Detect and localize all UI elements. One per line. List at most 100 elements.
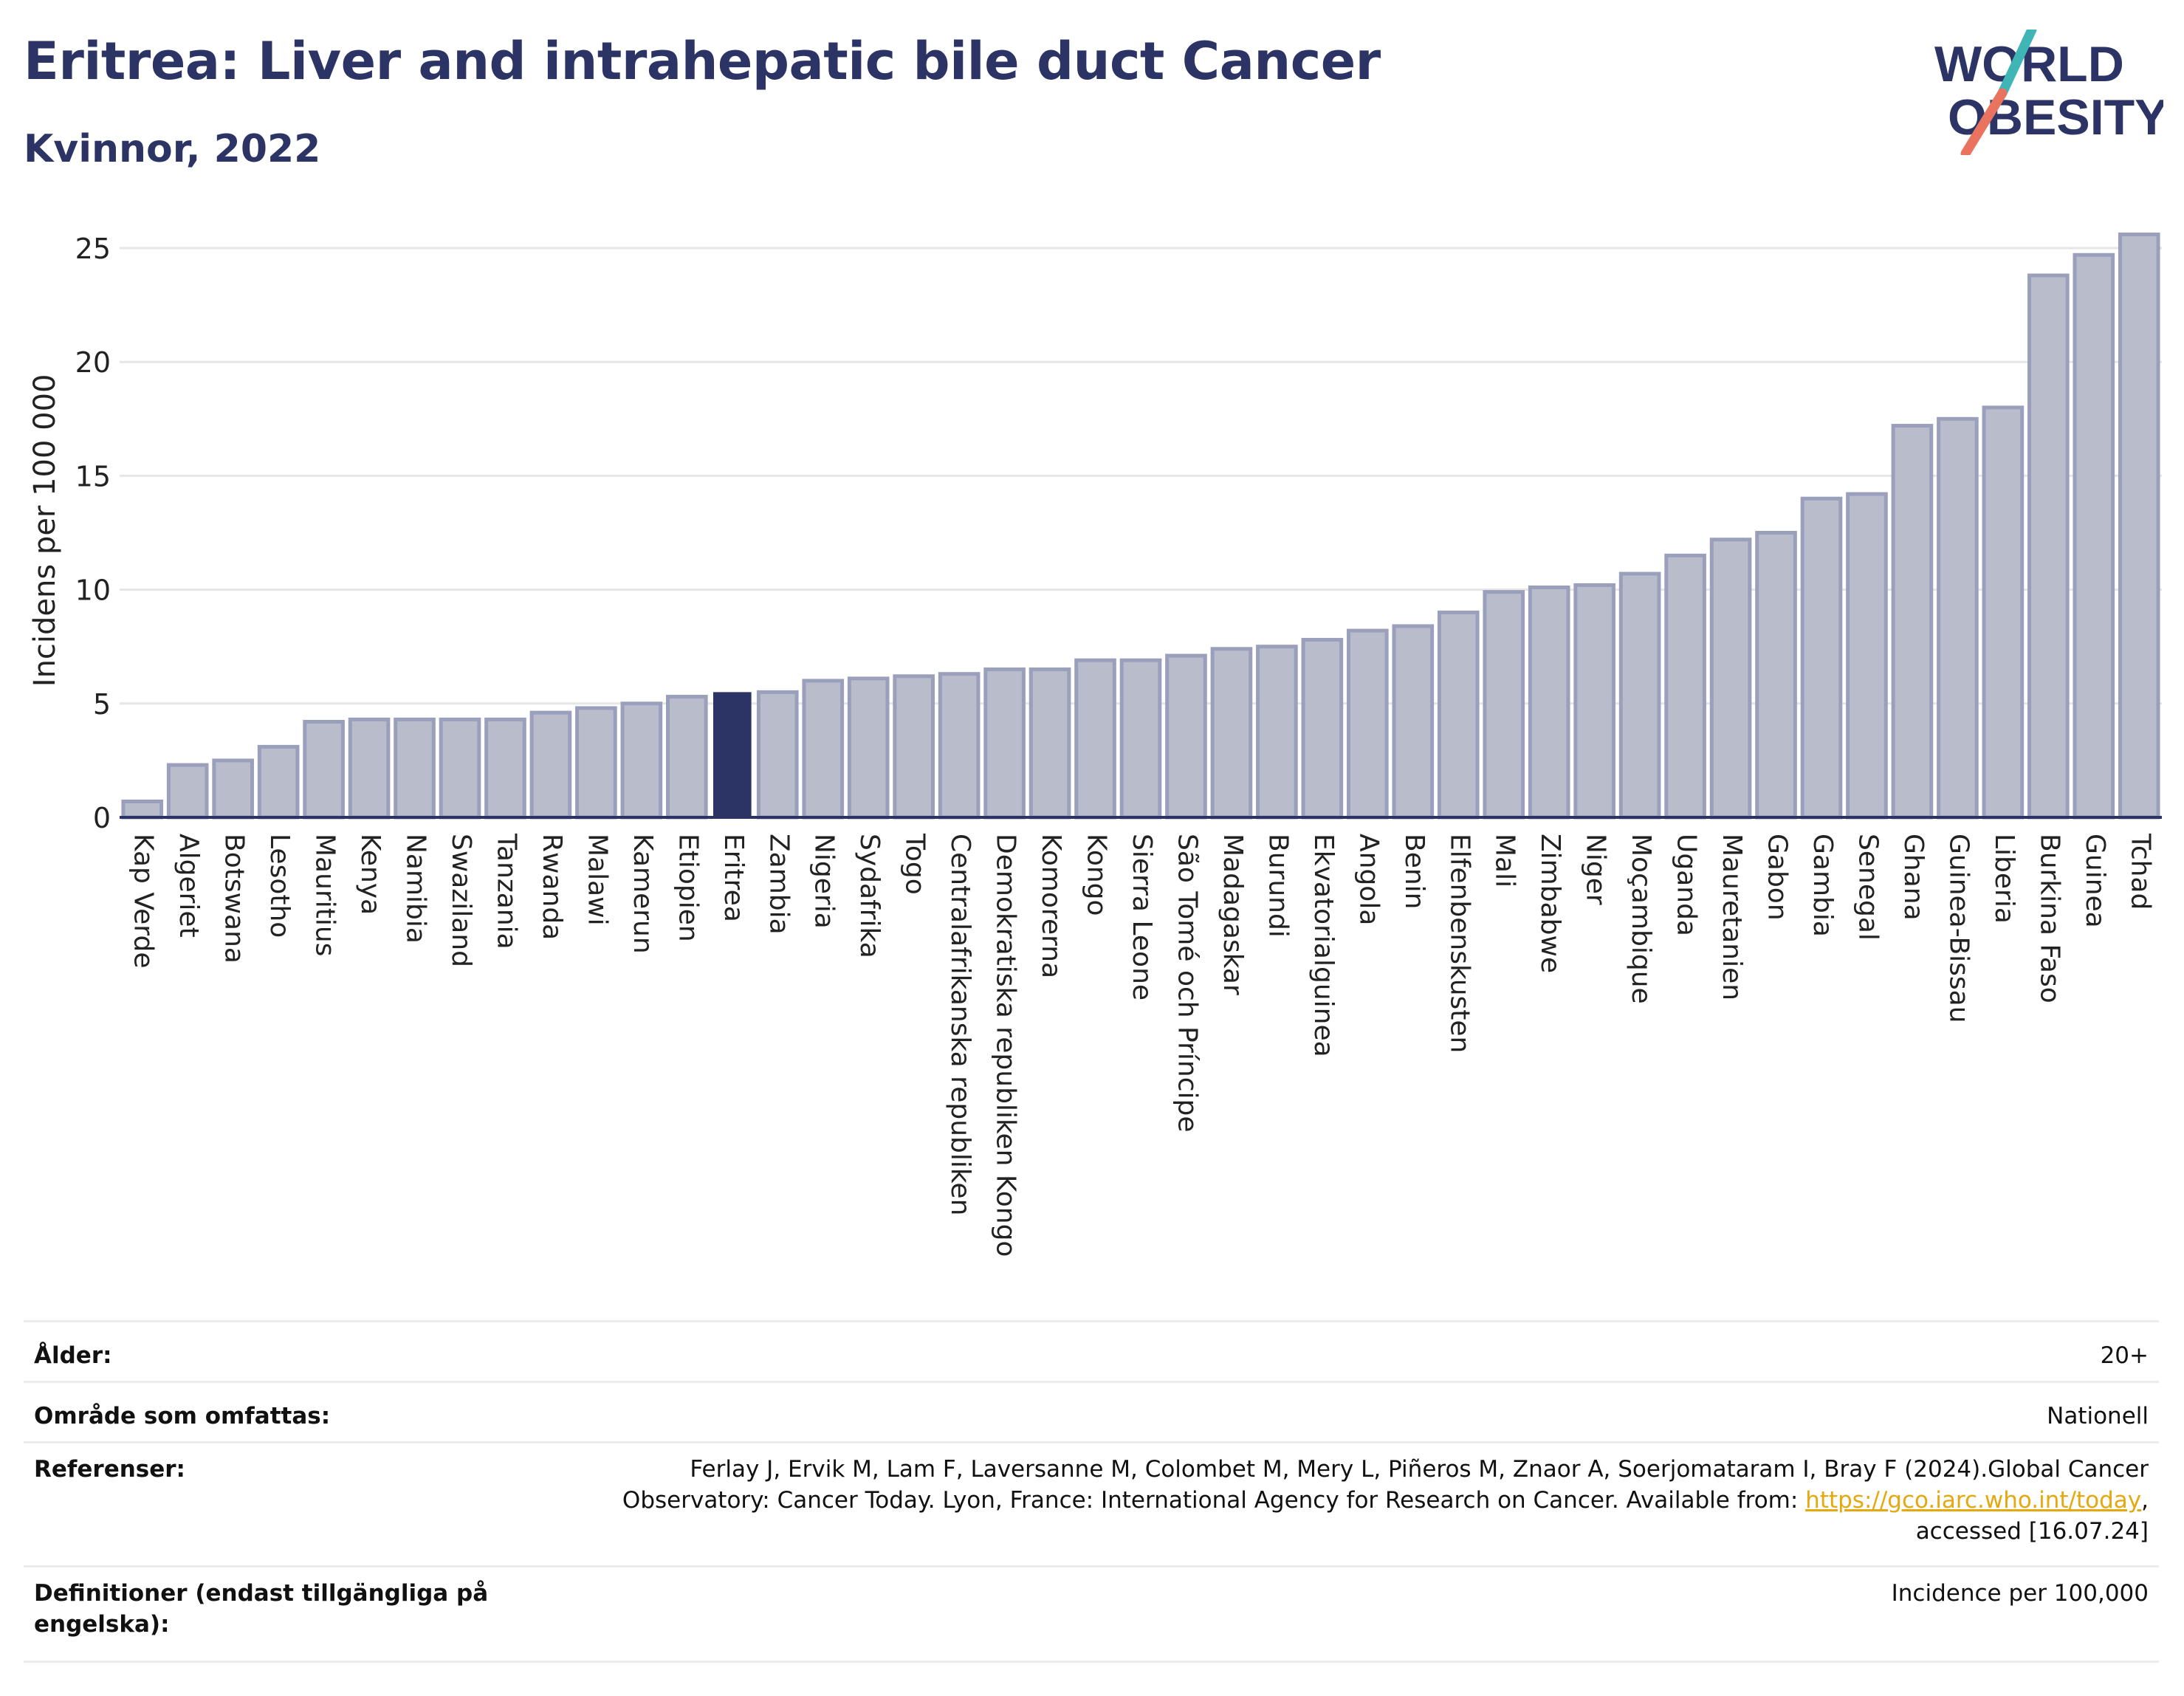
logo-coral-stroke (1960, 88, 2008, 155)
references-line-2: Observatory: Cancer Today. Lyon, France:… (622, 1485, 2149, 1516)
x-tick-label: Kenya (355, 834, 385, 915)
y-tick-label: 15 (75, 460, 111, 492)
x-tick-label: Benin (1399, 834, 1429, 909)
bar-nigeria (802, 679, 845, 820)
bar-guinea-bissau (1937, 416, 1979, 820)
gco-link[interactable]: https://gco.iarc.who.int/today (1805, 1487, 2142, 1514)
x-tick-label: Gabon (1762, 834, 1793, 921)
x-tick-label: Kamerun (628, 834, 658, 954)
x-tick-label: Algeriet (174, 834, 204, 938)
bars (121, 232, 2160, 820)
x-tick-label: Burundi (1263, 834, 1293, 938)
definitions-label-line-2: engelska): (34, 1611, 170, 1638)
x-tick-label: Mali (1490, 834, 1520, 888)
world-obesity-logo: WORLD OBESITY (1934, 30, 2163, 155)
x-tick-label: Elfenbenskusten (1444, 834, 1474, 1053)
y-tick-label: 0 (93, 802, 111, 834)
x-tick-label: Senegal (1852, 834, 1883, 941)
x-tick-label: Togo (900, 833, 930, 895)
x-tick-label: Gambia (1807, 834, 1838, 937)
bar-guinea (2073, 253, 2115, 820)
bar-burkina-faso (2027, 273, 2070, 820)
x-tick-label: Ekvatorialguinea (1308, 834, 1339, 1057)
bar-namibia (394, 717, 436, 820)
references-label: Referenser: (34, 1456, 185, 1483)
x-tick-label: Kongo (1082, 834, 1112, 916)
bar-togo (893, 674, 935, 820)
x-tick-label: Uganda (1672, 834, 1702, 936)
bar-elfenbenskusten (1437, 610, 1480, 820)
bar-kongo (1074, 658, 1116, 820)
bar-kap-verde (121, 799, 164, 820)
x-tick-label: Madagaskar (1218, 834, 1248, 995)
bar-ekvatorialguinea (1301, 637, 1344, 820)
bar-mauritius (303, 719, 345, 820)
x-tick-label: Rwanda (537, 834, 567, 940)
references-line-2-end: , (2141, 1487, 2149, 1514)
x-tick-label: Guinea-Bissau (1943, 834, 1974, 1023)
x-tick-label: Etiopien (673, 834, 703, 942)
bar-angola (1347, 628, 1389, 820)
bar-centralafrikanska-republiken (938, 672, 981, 820)
bar-burundi (1256, 645, 1298, 820)
bar-tanzania (484, 717, 526, 820)
bar-lesotho (257, 744, 300, 820)
bar-swaziland (439, 717, 481, 820)
bar-ghana (1891, 424, 1934, 820)
bar-demokratiska-republiken-kongo (983, 667, 1026, 820)
bar-eritrea (712, 692, 752, 817)
x-tick-label: Lesotho (264, 834, 295, 938)
bar-rwanda (529, 710, 572, 820)
x-tick-label: Zimbabwe (1535, 834, 1565, 973)
x-tick-label: Swaziland (446, 834, 476, 967)
x-tick-label: Liberia (1989, 834, 2019, 924)
x-tick-labels: Kap Verde Algeriet Botswana Lesotho Mauritiu… (128, 833, 2156, 1257)
bar-gambia (1800, 496, 1843, 820)
x-tick-label: Sierra Leone (1127, 834, 1157, 1000)
definitions-label: Definitioner (endast tillgängliga på eng… (34, 1578, 488, 1640)
bar-zambia (756, 690, 799, 820)
bar-algeriet (166, 763, 209, 820)
age-label: Ålder: (34, 1342, 112, 1369)
y-tick-label: 20 (75, 346, 111, 379)
info-row-definitions: Definitioner (endast tillgängliga på eng… (24, 1565, 2159, 1663)
bar-zimbabwe (1528, 586, 1570, 820)
age-value: 20+ (2100, 1342, 2149, 1369)
bar-s-o-tom-och-pr-ncipe (1165, 653, 1207, 820)
bar-sydafrika (847, 676, 890, 820)
y-tick-labels: 0 5 10 15 20 25 (75, 233, 111, 834)
x-tick-label: Komorerna (1036, 834, 1066, 978)
area-value: Nationell (2047, 1403, 2149, 1429)
x-tick-label: Moçambique (1626, 834, 1656, 1004)
x-tick-label: Eritrea (718, 834, 749, 922)
bar-mo-ambique (1618, 571, 1661, 820)
x-tick-label: Ghana (1898, 834, 1929, 921)
x-tick-label: Guinea (2080, 834, 2110, 928)
bar-uganda (1664, 553, 1706, 820)
x-tick-label: Namibia (401, 834, 431, 944)
x-tick-label: Zambia (763, 834, 794, 935)
references-value: Ferlay J, Ervik M, Lam F, Laversanne M, … (622, 1454, 2149, 1547)
bar-liberia (1982, 405, 2025, 820)
references-line-2-text: Observatory: Cancer Today. Lyon, France:… (622, 1487, 1806, 1514)
definitions-value: Incidence per 100,000 (1891, 1580, 2149, 1607)
x-tick-label: Malawi (582, 834, 612, 926)
bar-senegal (1846, 492, 1888, 820)
bar-chart: 0 5 10 15 20 25 Kap Verde Algeriet Botswana Leso… (28, 232, 2162, 1257)
x-tick-label: Botswana (219, 834, 250, 964)
references-line-3: accessed [16.07.24] (1915, 1518, 2149, 1545)
bar-tchad (2118, 232, 2160, 820)
bar-sierra-leone (1119, 658, 1162, 820)
x-tick-label: Angola (1353, 834, 1384, 925)
x-tick-label: Mauritius (310, 834, 340, 956)
bar-komorerna (1029, 667, 1071, 820)
x-tick-label: Tanzania (491, 833, 521, 950)
x-tick-label: Mauretanien (1717, 834, 1747, 1000)
bar-madagaskar (1210, 647, 1253, 820)
logo-teal-stroke (1997, 30, 2037, 98)
x-tick-label: Demokratiska republiken Kongo (991, 834, 1021, 1257)
bar-kenya (348, 717, 391, 820)
area-label: Område som omfattas: (34, 1403, 331, 1429)
x-tick-label: Nigeria (809, 834, 839, 929)
bar-gabon (1755, 531, 1797, 820)
